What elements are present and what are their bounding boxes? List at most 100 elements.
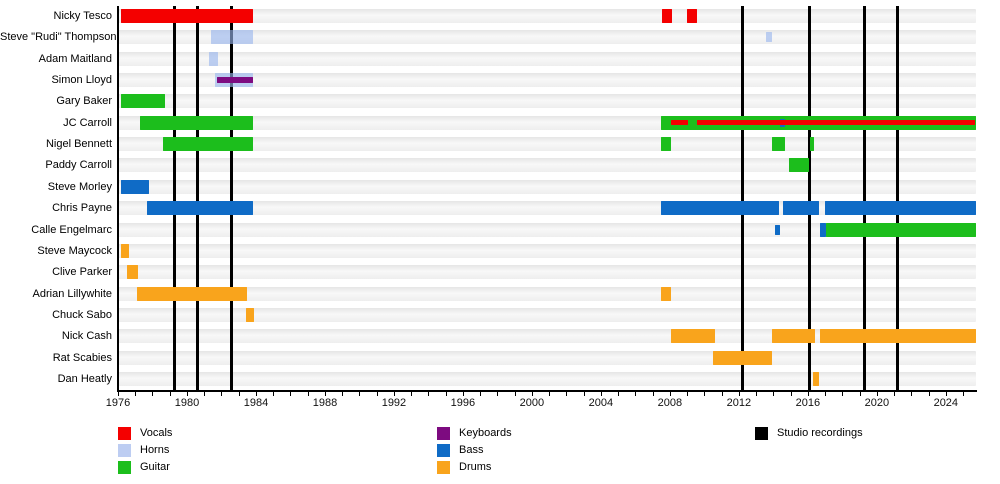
x-axis-tick: [635, 392, 637, 396]
timeline-bar-vocals: [696, 120, 976, 126]
x-axis-tick-label: 1980: [174, 397, 200, 409]
y-axis-line: [117, 6, 119, 390]
x-axis-tick: [135, 392, 137, 396]
member-label: Steve "Rudi" Thompson: [0, 31, 117, 44]
timeline-row-band: [118, 94, 976, 109]
x-axis-tick: [169, 392, 171, 396]
x-axis-tick: [255, 392, 257, 396]
legend-swatch-drums: [437, 461, 450, 474]
timeline-bar-bass: [819, 222, 826, 237]
x-axis-tick: [876, 392, 878, 396]
x-axis-tick: [204, 392, 206, 396]
x-axis-tick-label: 1988: [312, 397, 338, 409]
legend-label: Horns: [140, 444, 170, 456]
x-axis-tick: [652, 392, 654, 396]
studio-recording-line: [863, 6, 867, 390]
member-label: Calle Engelmarc: [31, 223, 112, 236]
x-axis-tick: [324, 392, 326, 396]
x-axis-tick: [807, 392, 809, 396]
timeline-row-band: [118, 222, 976, 237]
timeline-bar-bass: [782, 201, 820, 216]
x-axis-tick: [704, 392, 706, 396]
x-axis-tick: [152, 392, 154, 396]
timeline-bar-drums: [246, 307, 255, 322]
x-axis-tick: [566, 392, 568, 396]
timeline-bar-drums: [670, 329, 715, 344]
legend-swatch-keyboards: [437, 427, 450, 440]
x-axis-tick: [342, 392, 344, 396]
timeline-bar-bass: [120, 179, 150, 194]
x-axis-tick: [514, 392, 516, 396]
member-label: Dan Heatly: [57, 372, 112, 385]
x-axis-tick: [618, 392, 620, 396]
x-axis-tick: [825, 392, 827, 396]
timeline-bar-vocals: [687, 9, 698, 23]
x-axis-tick-label: 2008: [657, 397, 683, 409]
studio-recording-line: [896, 6, 900, 390]
studio-recording-line: [740, 6, 744, 390]
x-axis-tick: [462, 392, 464, 396]
timeline-row-band: [118, 371, 976, 386]
x-axis-tick: [790, 392, 792, 396]
x-axis-tick: [859, 392, 861, 396]
legend-label: Drums: [459, 461, 492, 473]
x-axis-tick: [531, 392, 533, 396]
timeline-bar-guitar: [825, 222, 976, 237]
timeline-row-band: [118, 329, 976, 344]
x-axis-tick: [480, 392, 482, 396]
legend-swatch-studio: [755, 427, 768, 440]
x-axis-tick-label: 1976: [105, 397, 131, 409]
timeline-bar-bass: [661, 201, 779, 216]
member-label: Nigel Bennett: [45, 138, 112, 151]
member-label: Steve Morley: [47, 180, 112, 193]
timeline-bar-horns: [765, 32, 772, 43]
timeline-bar-drums: [120, 243, 130, 258]
timeline-bar-horns: [209, 51, 218, 66]
x-axis-tick: [945, 392, 947, 396]
x-axis-tick: [756, 392, 758, 396]
x-axis-tick: [738, 392, 740, 396]
member-label: Rat Scabies: [52, 351, 112, 364]
x-axis-tick-label: 1984: [243, 397, 269, 409]
member-label: Nicky Tesco: [53, 10, 112, 22]
x-axis-tick: [600, 392, 602, 396]
timeline-bar-horns: [211, 30, 254, 45]
studio-recording-line: [230, 6, 234, 390]
member-label: Chris Payne: [52, 202, 112, 215]
legend-swatch-guitar: [118, 461, 131, 474]
x-axis-tick: [290, 392, 292, 396]
timeline-row-band: [118, 30, 976, 45]
x-axis-tick: [687, 392, 689, 396]
timeline-bar-bass: [825, 201, 976, 216]
timeline-row-band: [118, 158, 976, 173]
x-axis-tick-label: 2020: [864, 397, 890, 409]
x-axis-line: [117, 390, 977, 392]
timeline-bar-guitar: [661, 137, 671, 152]
timeline-bar-drums: [712, 350, 773, 365]
member-label: Nick Cash: [61, 330, 112, 343]
x-axis-tick-label: 2012: [726, 397, 752, 409]
legend-swatch-bass: [437, 444, 450, 457]
x-axis-tick: [238, 392, 240, 396]
timeline-bar-drums: [136, 286, 248, 301]
timeline-row-band: [118, 137, 976, 152]
x-axis-tick: [376, 392, 378, 396]
x-axis-tick: [445, 392, 447, 396]
timeline-bar-bass: [775, 224, 781, 235]
timeline-row-band: [118, 73, 976, 88]
timeline-bar-keyboards: [217, 77, 254, 84]
member-label: Adam Maitland: [38, 52, 112, 65]
x-axis-tick: [842, 392, 844, 396]
member-label: Paddy Carroll: [45, 159, 112, 172]
x-axis-tick: [669, 392, 671, 396]
legend-label: Bass: [459, 444, 484, 456]
timeline-row-band: [118, 243, 976, 258]
timeline-bar-guitar: [162, 137, 254, 152]
timeline-row-band: [118, 286, 976, 301]
x-axis-tick-label: 1992: [381, 397, 407, 409]
x-axis-tick: [583, 392, 585, 396]
x-axis-tick: [221, 392, 223, 396]
x-axis-tick: [273, 392, 275, 396]
